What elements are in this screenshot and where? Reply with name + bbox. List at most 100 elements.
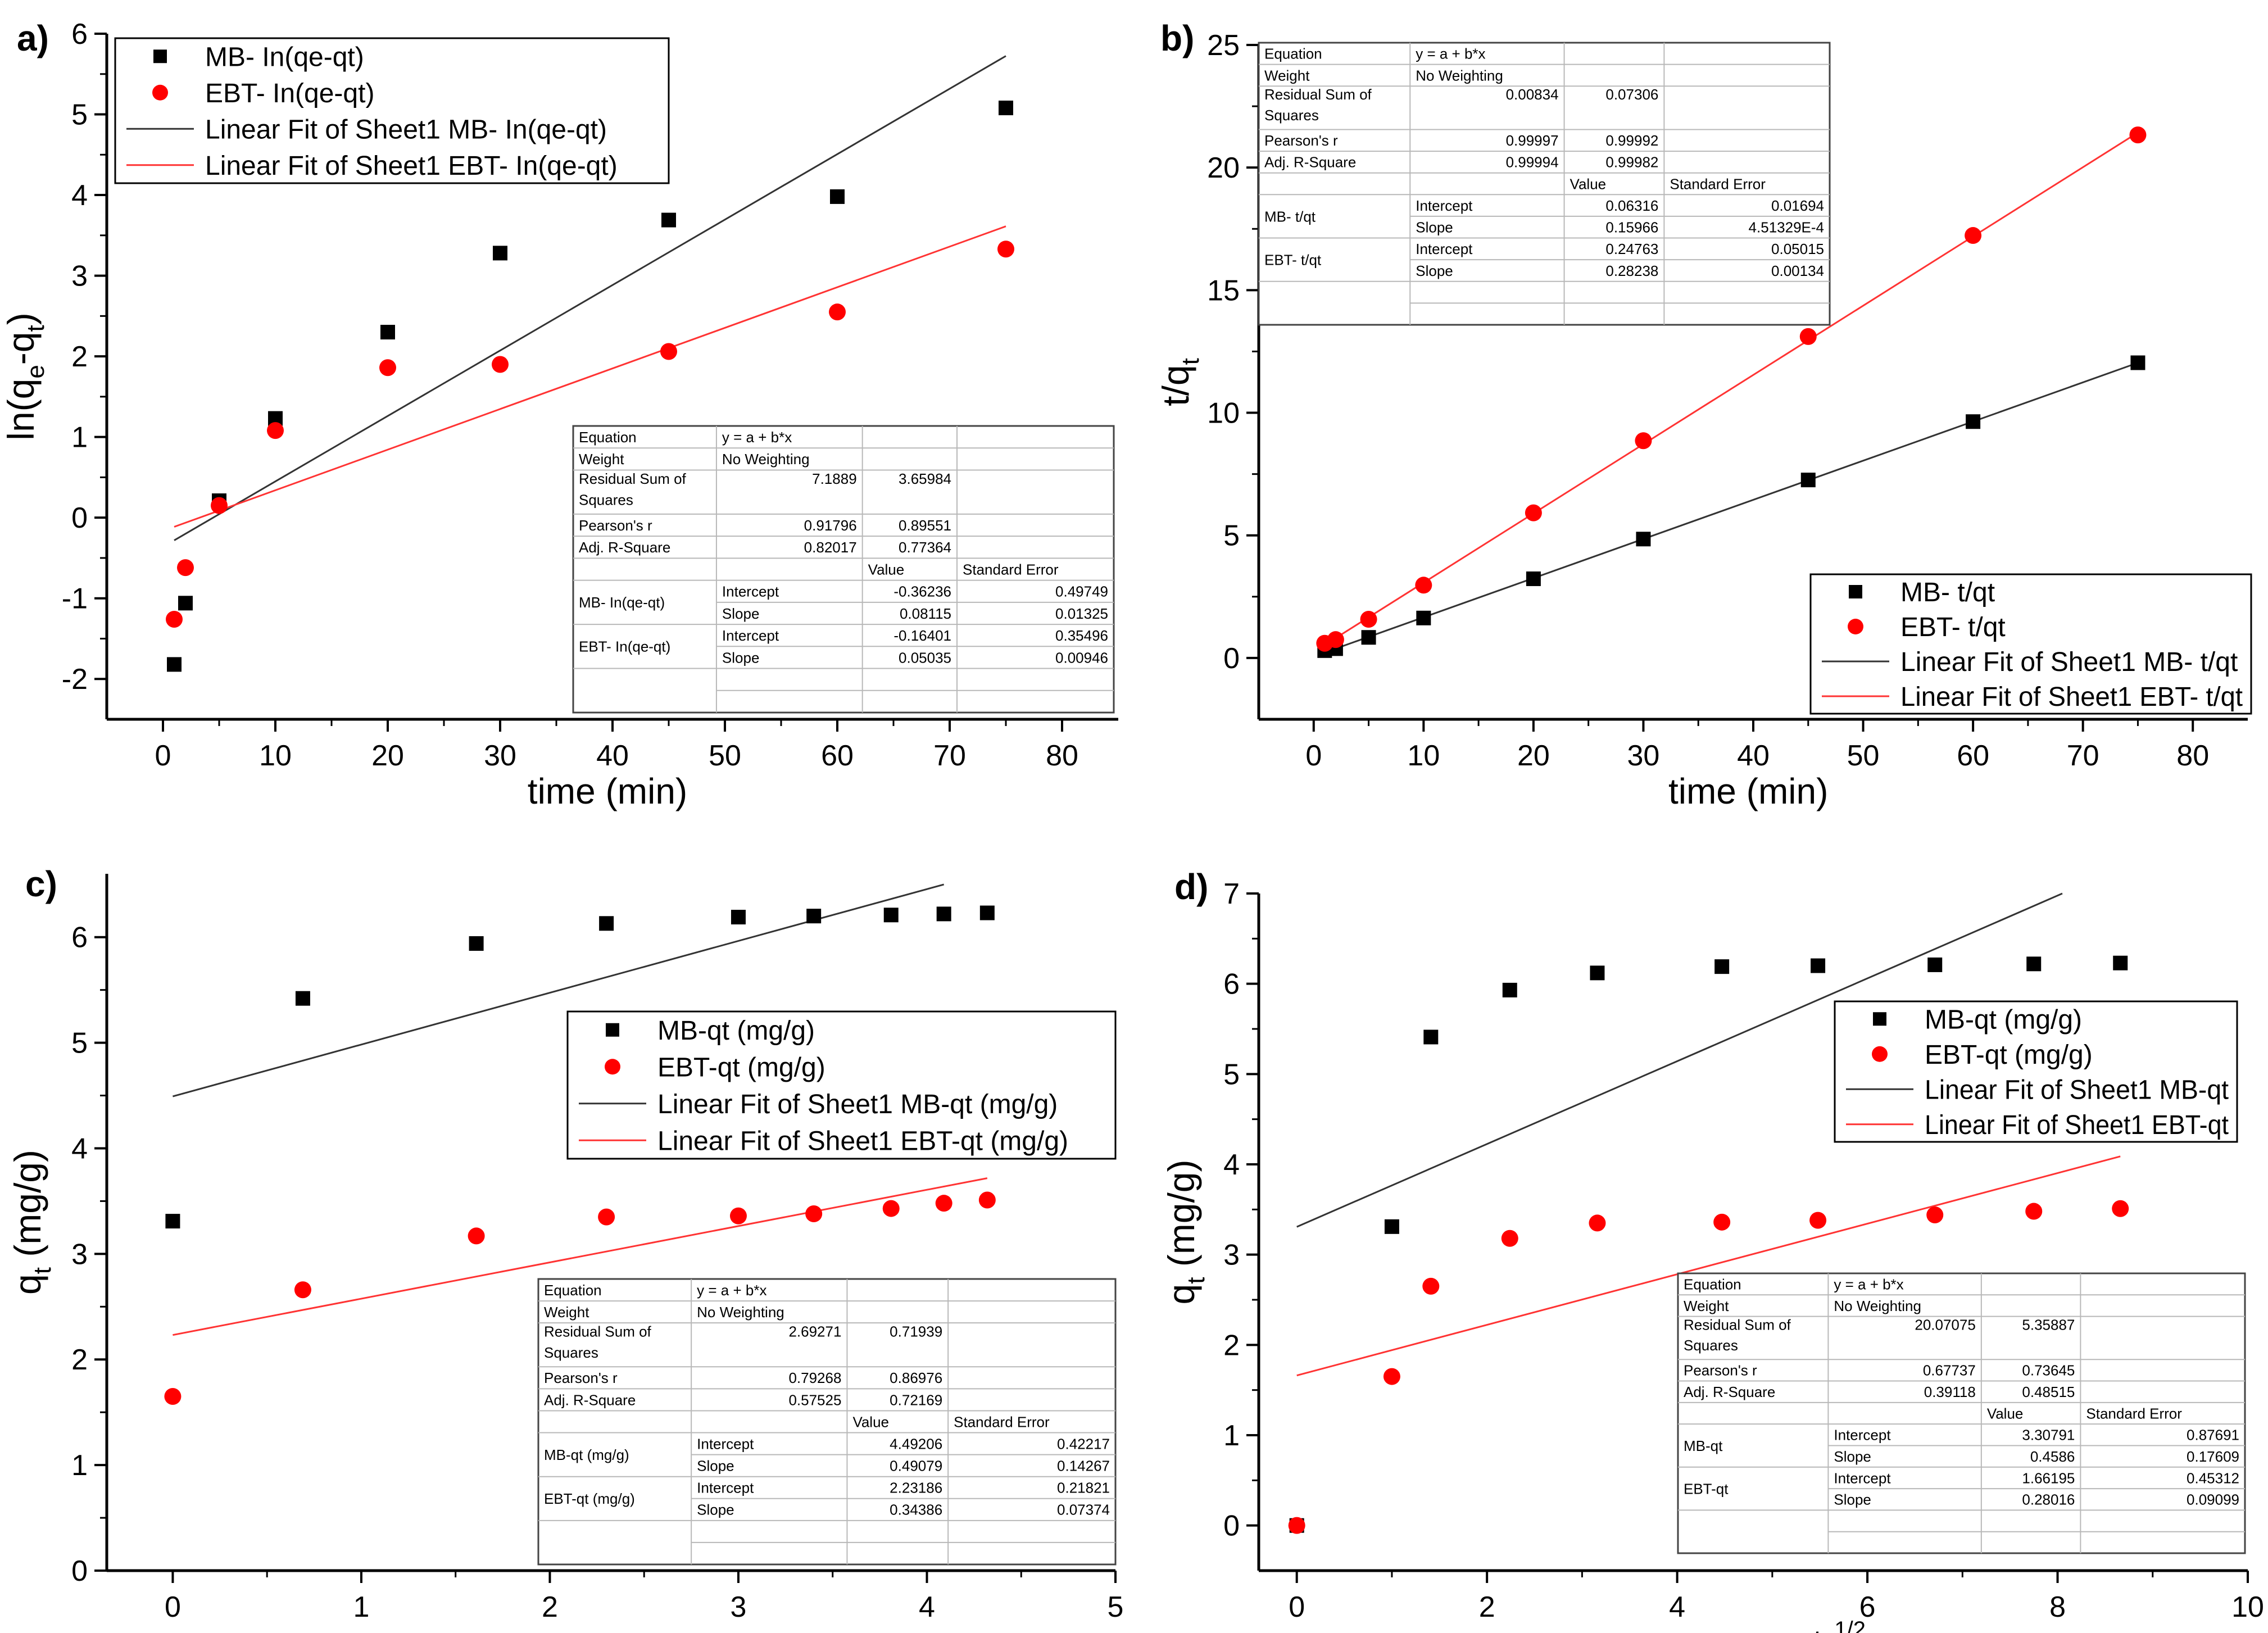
table-param-name: Intercept bbox=[697, 1435, 754, 1452]
ebt-data-point bbox=[1288, 1517, 1305, 1534]
table-adjr-label: Adj. R-Square bbox=[1264, 154, 1356, 171]
y-tick-label: 5 bbox=[71, 1027, 88, 1060]
table-param-value: 0.05035 bbox=[899, 649, 951, 666]
x-tick-label: 6 bbox=[1859, 1591, 1876, 1623]
legend-symbol-mb bbox=[1873, 1012, 1886, 1026]
ebt-data-point bbox=[829, 303, 846, 321]
table-value-header: Value bbox=[1987, 1405, 2024, 1422]
table-param-value: 4.49206 bbox=[890, 1435, 942, 1452]
y-axis-title-subscript: t bbox=[1177, 358, 1204, 365]
x-tick-label: 30 bbox=[1627, 740, 1660, 772]
table-param-name: Slope bbox=[1834, 1491, 1871, 1508]
table-param-name: Slope bbox=[1416, 219, 1453, 236]
table-param-name: Intercept bbox=[722, 583, 779, 600]
mb-data-point bbox=[1423, 1029, 1439, 1045]
x-tick-label: 10 bbox=[259, 740, 292, 772]
ebt-data-point bbox=[598, 1208, 615, 1226]
mb-data-point bbox=[167, 657, 182, 672]
ebt-data-point bbox=[2025, 1203, 2043, 1220]
x-tick-label: 0 bbox=[1289, 1591, 1305, 1623]
y-tick-label: -2 bbox=[62, 663, 88, 696]
x-tick-label: 70 bbox=[933, 740, 966, 772]
table-param-value: 0.28016 bbox=[2022, 1491, 2075, 1508]
ebt-data-point bbox=[1926, 1206, 1944, 1223]
fit-summary-table: Equation y = a + b*x Weight No Weighting Res… bbox=[1258, 42, 1831, 326]
y-tick-label: 2 bbox=[71, 1344, 88, 1376]
x-tick-label: 1 bbox=[353, 1591, 369, 1623]
x-tick-label: 2 bbox=[542, 1591, 558, 1623]
mb-data-point bbox=[1502, 982, 1517, 997]
ebt-data-point bbox=[1799, 328, 1817, 345]
table-se-header: Standard Error bbox=[1670, 175, 1766, 192]
y-axis-title-subscript: t bbox=[1182, 1277, 1210, 1284]
legend: MB-qt (mg/g) EBT-qt (mg/g) Linear Fit of S… bbox=[566, 1010, 1117, 1160]
table-group-name: EBT-qt (mg/g) bbox=[544, 1490, 635, 1507]
table-rss-mb: 20.07075 bbox=[1915, 1316, 1975, 1333]
legend-label: Linear Fit of Sheet1 MB-qt (mg/g) bbox=[657, 1090, 1058, 1119]
ebt-data-point bbox=[1809, 1212, 1827, 1229]
x-tick-label: 10 bbox=[2231, 1591, 2264, 1623]
table-equation-value: y = a + b*x bbox=[1416, 46, 1485, 62]
table-pearson-ebt: 0.73645 bbox=[2022, 1362, 2075, 1379]
x-axis-title-superscript: 1/2 bbox=[1834, 1617, 1866, 1633]
table-param-name: Slope bbox=[697, 1458, 734, 1475]
table-pearson-label: Pearson's r bbox=[544, 1369, 618, 1386]
ebt-data-point bbox=[1383, 1368, 1400, 1385]
table-rss-ebt: 0.07306 bbox=[1605, 86, 1658, 103]
table-weight-value: No Weighting bbox=[1834, 1298, 1921, 1314]
y-tick-label: 6 bbox=[1223, 968, 1240, 1001]
mb-data-point bbox=[2130, 355, 2145, 370]
legend-label: EBT- In(qe-qt) bbox=[205, 79, 374, 108]
mb-data-point bbox=[1361, 630, 1376, 645]
table-param-value: 0.06316 bbox=[1605, 197, 1658, 214]
table-param-value: -0.16401 bbox=[893, 627, 951, 644]
legend-label: MB- t/qt bbox=[1900, 578, 1995, 607]
table-param-se: 0.21821 bbox=[1057, 1480, 1110, 1496]
table-param-name: Intercept bbox=[722, 627, 779, 644]
table-param-se: 0.49749 bbox=[1055, 583, 1108, 600]
table-rss-mb: 0.00834 bbox=[1506, 86, 1559, 103]
ebt-data-point bbox=[1635, 432, 1652, 450]
ebt-data-point bbox=[882, 1200, 900, 1217]
table-pearson-ebt: 0.89551 bbox=[899, 517, 951, 534]
table-param-se: 0.00134 bbox=[1771, 262, 1824, 279]
table-param-value: 0.15966 bbox=[1605, 219, 1658, 236]
legend-symbol-ebt bbox=[605, 1059, 620, 1075]
ebt-data-point bbox=[164, 1388, 182, 1405]
y-tick-label: 6 bbox=[71, 18, 88, 51]
legend-symbol-mb bbox=[153, 49, 167, 63]
table-pearson-mb: 0.79268 bbox=[788, 1369, 841, 1386]
table-frame bbox=[1258, 42, 1831, 326]
y-axis-title-part: ln(q bbox=[0, 379, 42, 441]
panel-label: a) bbox=[17, 18, 49, 58]
mb-data-point bbox=[1714, 959, 1730, 974]
table-weight-value: No Weighting bbox=[697, 1304, 784, 1321]
x-tick-label: 4 bbox=[919, 1591, 935, 1623]
y-tick-label: 5 bbox=[71, 99, 88, 131]
table-weight-value: No Weighting bbox=[1416, 67, 1503, 84]
mb-data-point bbox=[1384, 1219, 1399, 1234]
table-param-value: 1.66195 bbox=[2022, 1469, 2075, 1486]
y-tick-label: 1 bbox=[71, 1449, 88, 1482]
table-equation-label: Equation bbox=[1684, 1276, 1741, 1293]
legend-label: Linear Fit of Sheet1 EBT-qt bbox=[1925, 1110, 2229, 1140]
ebt-fit-line bbox=[1324, 131, 2139, 646]
x-tick-label: 10 bbox=[1407, 740, 1440, 772]
mb-data-point bbox=[1800, 473, 1816, 488]
table-rss-label: Squares bbox=[1684, 1337, 1738, 1354]
ebt-fit-line bbox=[174, 225, 1006, 528]
legend-box bbox=[114, 37, 670, 184]
mb-fit-line bbox=[174, 55, 1006, 541]
y-axis-title-subscript: t bbox=[29, 1267, 56, 1274]
legend-label: Linear Fit of Sheet1 MB- In(qe-qt) bbox=[205, 115, 607, 144]
legend-symbol-ebt bbox=[1848, 619, 1863, 634]
table-param-se: 0.01325 bbox=[1055, 605, 1108, 622]
ebt-data-point bbox=[660, 343, 677, 360]
table-adjr-ebt: 0.77364 bbox=[899, 539, 951, 556]
ebt-data-point bbox=[1525, 504, 1542, 521]
mb-data-point bbox=[883, 908, 899, 923]
legend-label: EBT-qt (mg/g) bbox=[1925, 1040, 2093, 1070]
fit-summary-table: Equation y = a + b*x Weight No Weighting Res… bbox=[537, 1278, 1117, 1566]
y-tick-label: -1 bbox=[62, 583, 88, 615]
table-equation-label: Equation bbox=[579, 429, 637, 446]
